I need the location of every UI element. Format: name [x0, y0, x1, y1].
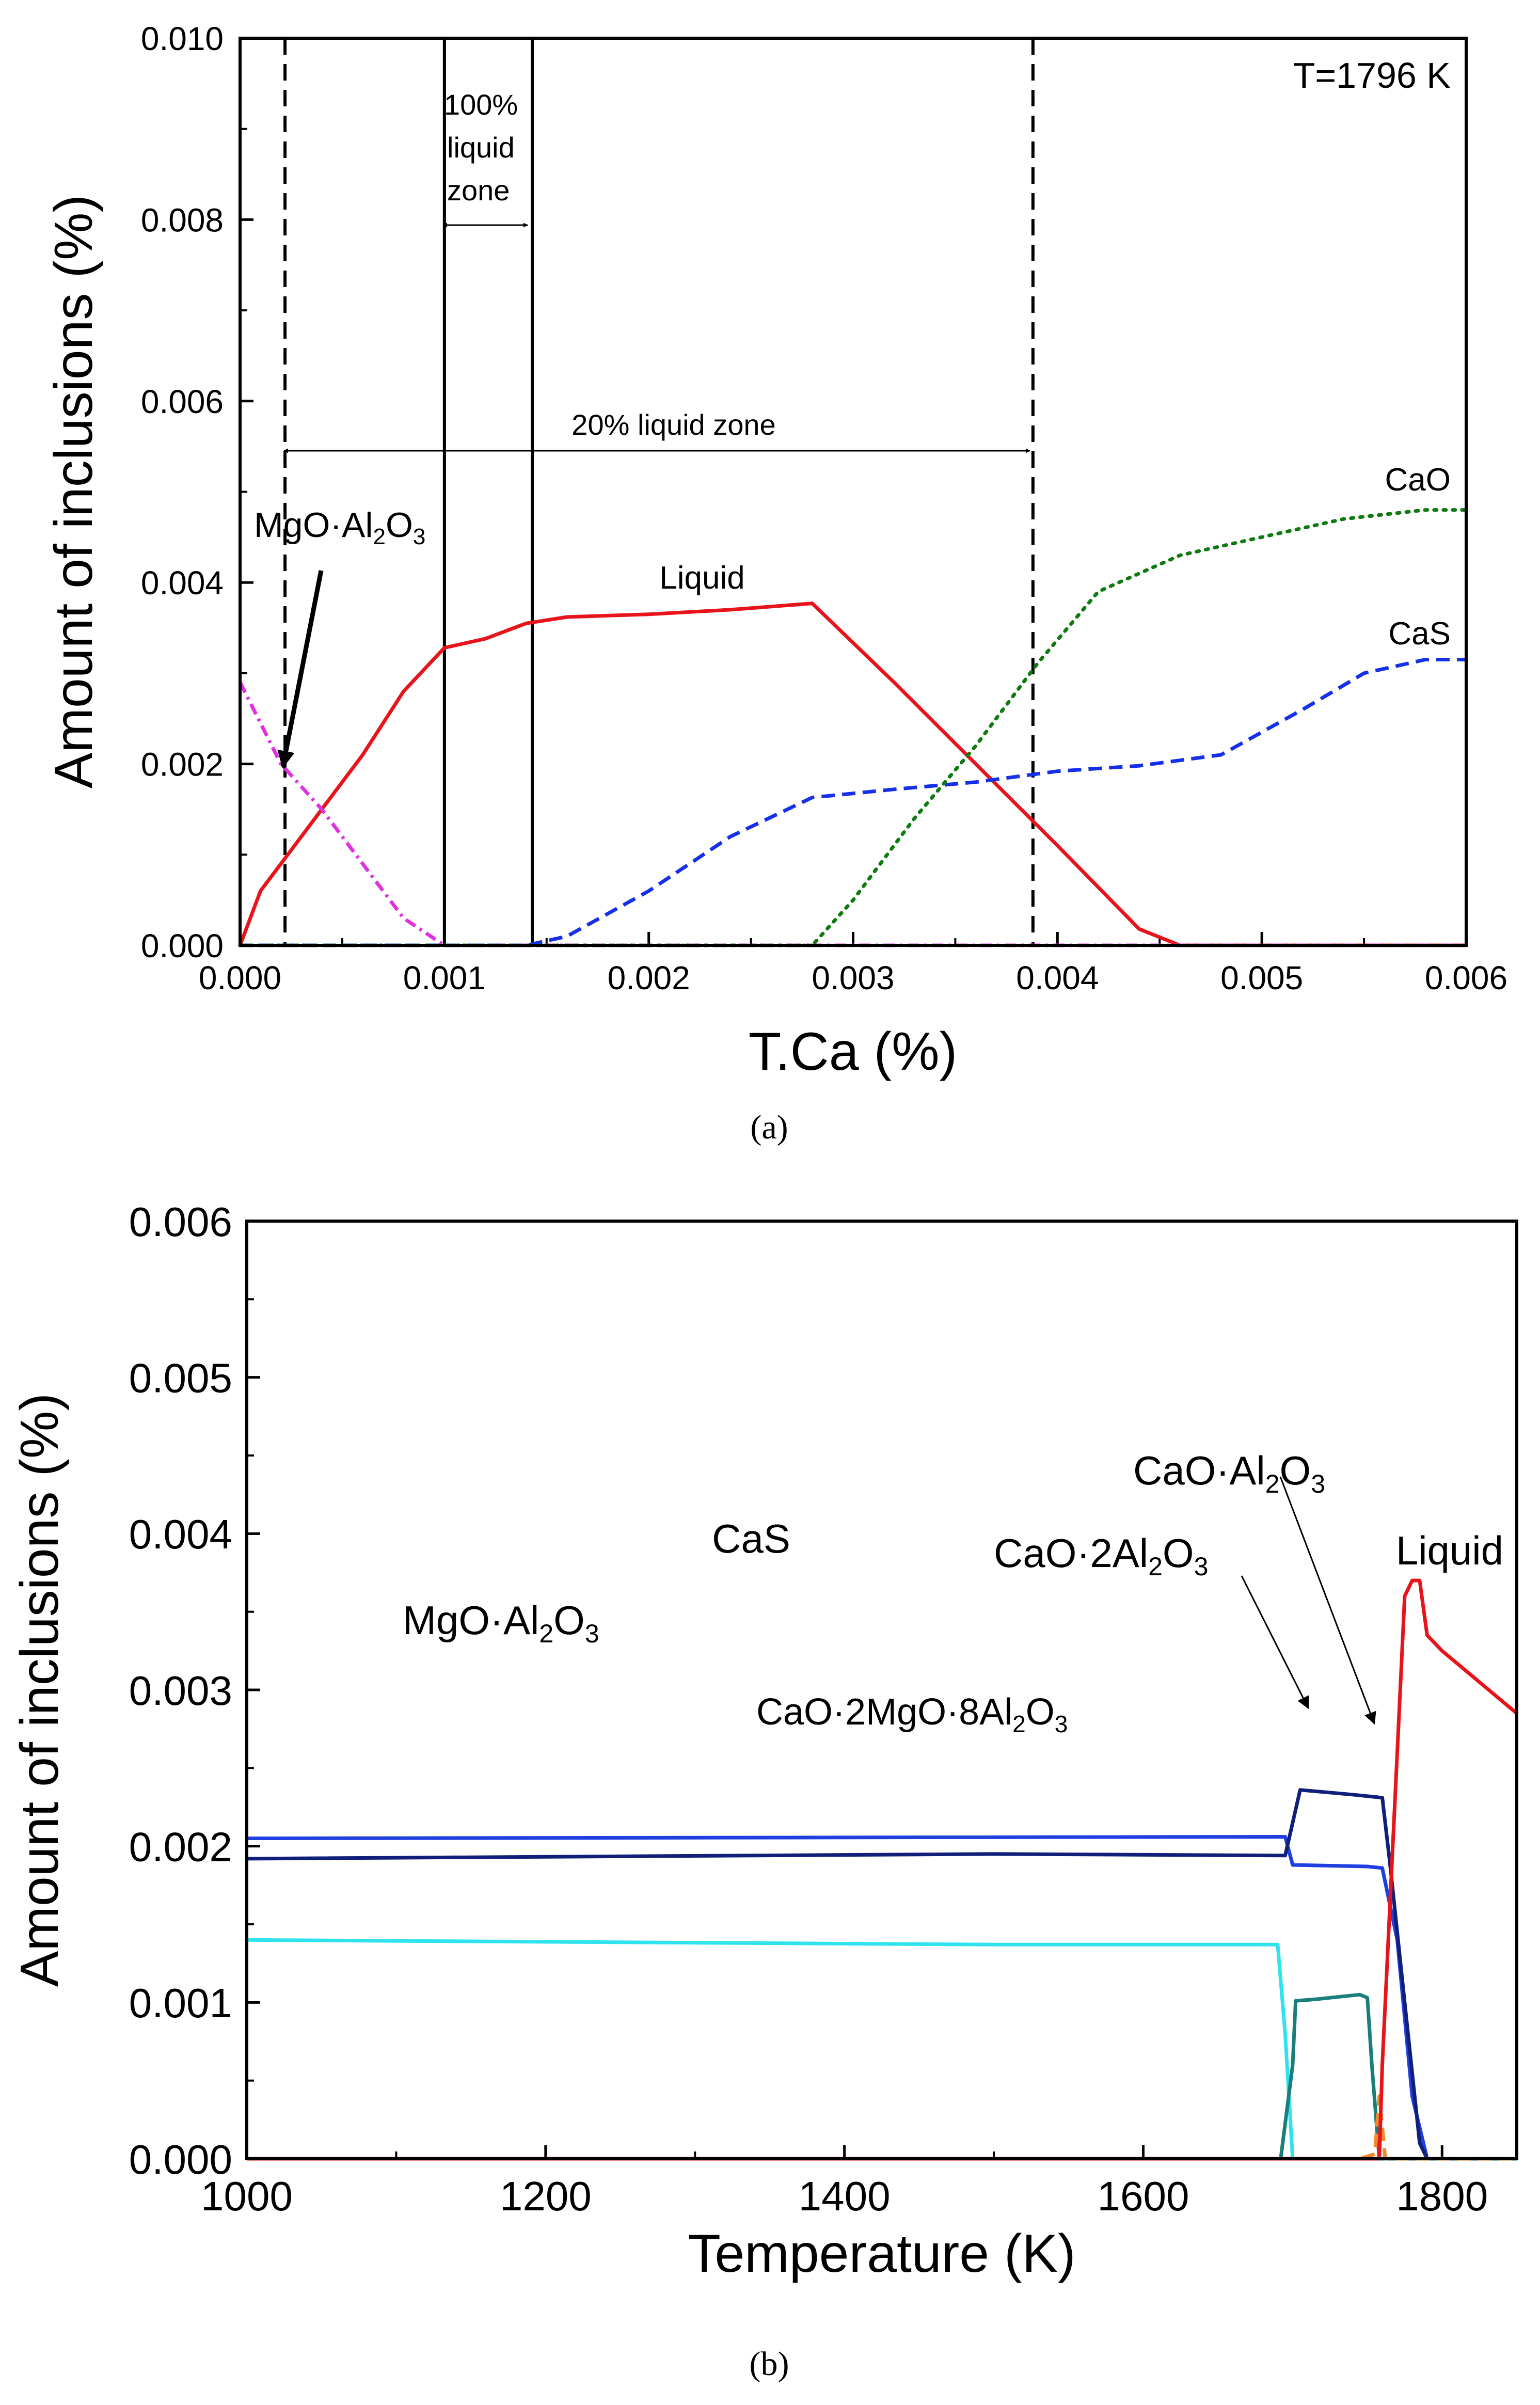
cmg-label: CaO·2MgO·8Al2O3 [756, 1691, 1068, 1737]
mgo-label-b-sub2: 3 [585, 1619, 599, 1648]
panel-b-ticks: 1000 1200 1400 1600 1800 0.000 0.001 0.002 0.003… [129, 1199, 1488, 2219]
mgo-label-a-part2: O [386, 505, 413, 545]
panel-b-series-cao-al2o3 [247, 2094, 1517, 2161]
mgo-label-b-sub1: 2 [539, 1619, 553, 1648]
cao2al-label-part1: CaO·2Al [994, 1530, 1148, 1576]
cmg-label-sub1: 2 [1012, 1711, 1026, 1737]
panel-a-chart: 0.000 0.001 0.002 0.003 0.004 0.005 0.006 0.000… [44, 20, 1507, 1146]
panel-b-ytick-label: 0.003 [129, 1668, 232, 1714]
mgo-label-a-sub1: 2 [373, 524, 385, 549]
panel-a-caption: (a) [750, 1109, 788, 1146]
mgo-label-b: MgO·Al2O3 [403, 1597, 599, 1648]
mgo-label-a: MgO·Al2O3 [254, 505, 425, 549]
zone100-label-line3: zone [447, 174, 510, 207]
cas-label-b: CaS [712, 1516, 790, 1561]
cao2al-label: CaO·2Al2O3 [994, 1530, 1208, 1581]
panel-a-ytick-label: 0.010 [141, 20, 224, 57]
panel-a-xtick-label: 0.000 [199, 959, 281, 996]
panel-b-xtick-label: 1400 [799, 2173, 891, 2219]
panel-b-xtick-label: 1200 [500, 2173, 592, 2219]
panel-a-series-mgo-al2o3 [238, 681, 1466, 947]
panel-a-ytick-label: 0.000 [141, 927, 224, 964]
liquid-label-b: Liquid [1396, 1528, 1503, 1573]
panel-a-xtick-label: 0.001 [403, 959, 486, 996]
panel-a-xtick-label: 0.006 [1425, 959, 1507, 996]
panel-b-ytick-label: 0.000 [129, 2137, 232, 2182]
cao2al-label-part2: O [1163, 1530, 1194, 1576]
panel-a-xtick-label: 0.003 [812, 959, 894, 996]
panel-b-series [246, 1578, 1518, 2161]
cmg-label-part2: O [1026, 1691, 1055, 1733]
panel-a-ytick-label: 0.008 [141, 201, 224, 239]
panel-b-ytick-label: 0.004 [129, 1511, 232, 1557]
mgo-label-a-sub2: 3 [413, 524, 425, 549]
panel-a-ytick-label: 0.004 [141, 564, 224, 602]
mgo-label-b-part2: O [553, 1597, 585, 1643]
caoal-label-sub2: 3 [1311, 1469, 1325, 1498]
panel-a-ticks: 0.000 0.001 0.002 0.003 0.004 0.005 0.006 0.000… [141, 20, 1507, 996]
temperature-label: T=1796 K [1293, 55, 1451, 96]
panel-a-xtick-label: 0.002 [608, 959, 690, 996]
panel-b-ylabel: Amount of inclusions (%) [10, 1393, 70, 1987]
panel-b-ytick-label: 0.006 [129, 1199, 232, 1245]
caoal-pointer-arrow [1279, 1476, 1376, 1725]
panel-a-series-cao [238, 508, 1468, 947]
mgo-pointer-arrow [277, 570, 324, 769]
panel-b-xtick-label: 1000 [201, 2173, 293, 2219]
panel-b-series-cao-2al2o3 [247, 1992, 1517, 2161]
panel-b-xlabel: Temperature (K) [688, 2224, 1075, 2284]
panel-a-xtick-label: 0.004 [1016, 959, 1099, 996]
caoal-label: CaO·Al2O3 [1133, 1448, 1325, 1498]
cas-label-a: CaS [1388, 616, 1451, 652]
panel-a-series-cas [240, 658, 1466, 947]
cao2al-label-sub1: 2 [1148, 1552, 1163, 1581]
caoal-label-sub1: 2 [1265, 1469, 1280, 1498]
panel-b-ytick-label: 0.002 [129, 1824, 232, 1870]
panel-b-ytick-label: 0.001 [129, 1980, 232, 2026]
panel-a-xtick-label: 0.005 [1220, 959, 1303, 996]
caoal-label-part1: CaO·Al [1133, 1448, 1265, 1493]
panel-a-series [238, 508, 1468, 947]
cmg-label-sub2: 3 [1055, 1711, 1068, 1737]
panel-a-series-liquid [238, 602, 1466, 947]
panel-b-series-liquid [247, 1578, 1518, 2161]
panel-b-plot-frame [245, 1220, 1518, 2160]
panel-b-xtick-label: 1600 [1097, 2173, 1189, 2219]
zone100-label-line2: liquid [447, 131, 515, 164]
panel-b-series-mgo-al2o3 [246, 1788, 1517, 2161]
panel-b-ytick-label: 0.005 [129, 1355, 232, 1401]
panel-b-chart: 1000 1200 1400 1600 1800 0.000 0.001 0.002 0.003… [10, 1199, 1518, 2383]
mgo-label-b-part1: MgO·Al [403, 1597, 539, 1643]
liquid-label-a: Liquid [659, 560, 744, 596]
panel-a-ylabel: Amount of inclusions (%) [44, 195, 104, 788]
cao2al-label-sub2: 3 [1194, 1552, 1209, 1581]
caoal-label-part2: O [1280, 1448, 1311, 1493]
panel-b-series-cao-2mgo-8al2o3 [246, 1938, 1517, 2161]
cmg-label-part1: CaO·2MgO·8Al [756, 1691, 1012, 1733]
panel-b-caption: (b) [750, 2345, 789, 2383]
panel-a-xlabel: T.Ca (%) [749, 1022, 957, 1082]
panel-a-zone-lines [283, 38, 1035, 945]
zone20-label: 20% liquid zone [571, 408, 775, 441]
panel-a-ytick-label: 0.002 [141, 746, 224, 783]
mgo-label-a-part1: MgO·Al [254, 505, 373, 545]
panel-a-plot-frame [239, 37, 1468, 947]
panel-a-ytick-label: 0.006 [141, 383, 224, 420]
cao2al-pointer-arrow [1241, 1575, 1309, 1710]
panel-b-xtick-label: 1800 [1396, 2173, 1488, 2219]
zone100-label-line1: 100% [444, 88, 518, 121]
cao-label: CaO [1385, 462, 1451, 498]
